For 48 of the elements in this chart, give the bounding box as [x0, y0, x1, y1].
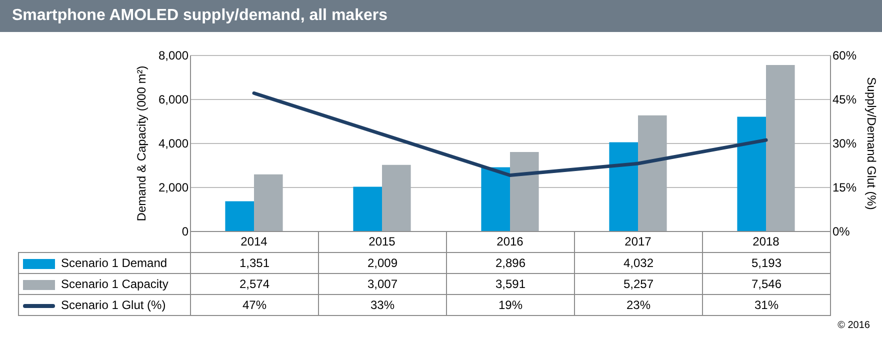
data-label: 4,032 — [574, 252, 702, 274]
line-series — [252, 91, 768, 178]
x-tick-label: 2016 — [496, 234, 524, 248]
text: © 2016 — [838, 320, 870, 331]
data-label: 2,574 — [190, 274, 318, 294]
bar — [225, 201, 254, 231]
x-tick-label: 2015 — [368, 234, 396, 248]
bar — [510, 152, 539, 231]
x-tick-label: 2014 — [240, 234, 268, 248]
data-label: 19% — [446, 294, 574, 316]
data-label: 47% — [190, 294, 318, 316]
y2-tick-label: 0% — [832, 224, 850, 238]
legend-label: Scenario 1 Capacity — [18, 274, 190, 294]
y-tick-label: 8,000 — [158, 48, 189, 62]
y2-tick-label: 15% — [832, 180, 857, 194]
legend-label: Scenario 1 Demand — [18, 252, 190, 274]
y-tick-label: 2,000 — [158, 180, 189, 194]
y-tick-label: 0 — [182, 224, 189, 238]
x-tick-label: 2018 — [752, 234, 780, 248]
y-axis-title: Demand & Capacity (000 m²) — [134, 66, 148, 222]
y2-tick-label: 60% — [832, 48, 857, 62]
y-tick-label: 4,000 — [158, 136, 189, 150]
data-label: 23% — [574, 294, 702, 316]
data-label: 3,007 — [318, 274, 446, 294]
bar — [737, 116, 766, 231]
bar — [766, 64, 795, 231]
data-label: 33% — [318, 294, 446, 316]
data-label: 1,351 — [190, 252, 318, 274]
x-tick-label: 2017 — [624, 234, 652, 248]
bar — [254, 174, 283, 231]
data-label: 5,193 — [702, 252, 830, 274]
bar — [353, 186, 382, 231]
bar — [481, 167, 510, 231]
y-tick-label: 6,000 — [158, 92, 189, 106]
bar — [382, 164, 411, 231]
data-label: 3,591 — [446, 274, 574, 294]
data-label: 2,896 — [446, 252, 574, 274]
data-label: 2,009 — [318, 252, 446, 274]
y2-tick-label: 45% — [832, 92, 857, 106]
y2-tick-label: 30% — [832, 136, 857, 150]
bar — [638, 115, 667, 231]
data-label: 31% — [702, 294, 830, 316]
legend-label: Scenario 1 Glut (%) — [18, 294, 190, 316]
bar — [609, 142, 638, 231]
data-label: 7,546 — [702, 274, 830, 294]
data-label: 5,257 — [574, 274, 702, 294]
chart-title: Smartphone AMOLED supply/demand, all makers — [0, 0, 882, 32]
y2-axis-title: Supply/Demand Glut (%) — [864, 77, 879, 210]
